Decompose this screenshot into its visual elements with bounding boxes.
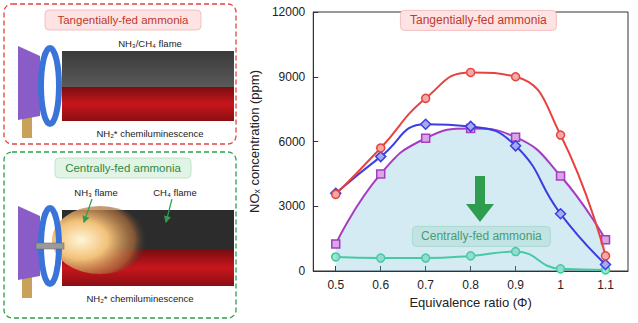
svg-text:0.8: 0.8 <box>462 278 479 292</box>
svg-text:0: 0 <box>299 264 306 278</box>
svg-text:3000: 3000 <box>279 199 306 213</box>
svg-text:NH₂* chemiluminescence: NH₂* chemiluminescence <box>86 293 193 304</box>
svg-text:CH₄ flame: CH₄ flame <box>153 187 196 198</box>
svg-text:Centrally-fed ammonia: Centrally-fed ammonia <box>65 162 181 174</box>
svg-text:12000: 12000 <box>272 5 306 19</box>
svg-text:Tangentially-fed ammonia: Tangentially-fed ammonia <box>410 13 547 27</box>
svg-text:1: 1 <box>557 278 564 292</box>
svg-text:Tangentially-fed ammonia: Tangentially-fed ammonia <box>57 14 189 26</box>
svg-text:NOₓ concentration (ppm): NOₓ concentration (ppm) <box>247 70 262 213</box>
svg-text:6000: 6000 <box>279 135 306 149</box>
svg-text:9000: 9000 <box>279 70 306 84</box>
svg-text:0.7: 0.7 <box>417 278 434 292</box>
svg-text:Equivalence ratio (Φ): Equivalence ratio (Φ) <box>409 295 531 310</box>
svg-text:NH₃/CH₄ flame: NH₃/CH₄ flame <box>118 38 182 49</box>
svg-text:0.9: 0.9 <box>507 278 524 292</box>
svg-text:NH₃ flame: NH₃ flame <box>74 187 117 198</box>
svg-text:0.6: 0.6 <box>372 278 389 292</box>
svg-text:1.1: 1.1 <box>597 278 614 292</box>
svg-text:0.5: 0.5 <box>327 278 344 292</box>
svg-text:NH₂* chemiluminescence: NH₂* chemiluminescence <box>96 128 203 139</box>
